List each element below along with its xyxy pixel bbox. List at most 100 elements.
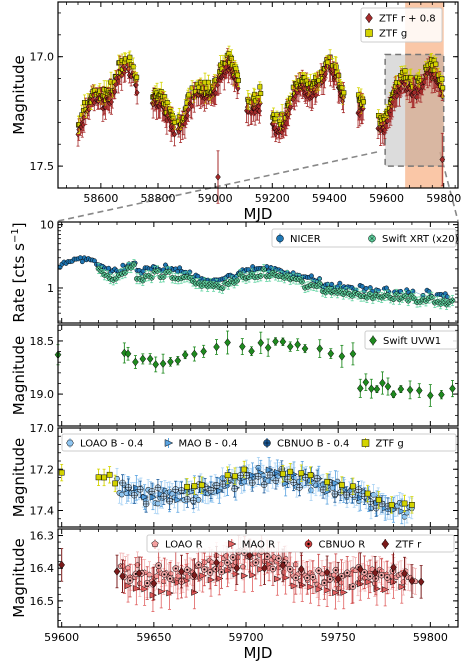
data-point-uvw1 bbox=[415, 386, 423, 395]
data-point-ztf-g bbox=[388, 502, 395, 508]
data-point-ztf-r bbox=[191, 570, 198, 580]
data-point-ztf-r bbox=[135, 569, 143, 578]
data-point-ztf-g bbox=[58, 469, 65, 476]
data-point-uvw1 bbox=[390, 389, 397, 399]
legend-marker bbox=[151, 540, 159, 548]
data-point-mao-r bbox=[381, 586, 390, 593]
data-point-ztf-g bbox=[298, 470, 305, 477]
data-point-ztf-g bbox=[325, 59, 331, 65]
data-point-ztf-r bbox=[122, 65, 128, 73]
data-point-ztf-g bbox=[280, 470, 286, 477]
data-point-mao-r bbox=[315, 585, 324, 593]
data-point-mao-r bbox=[157, 588, 166, 595]
data-point-uvw1 bbox=[272, 337, 279, 346]
data-point-ztf-r bbox=[279, 561, 287, 570]
data-point-ztf-g bbox=[106, 471, 113, 478]
data-point-mao-r bbox=[290, 582, 299, 590]
data-point-nicer bbox=[120, 262, 126, 268]
data-point-ztf-g bbox=[333, 64, 339, 70]
data-point-ztf-r bbox=[246, 551, 254, 560]
data-point-uvw1 bbox=[124, 349, 132, 359]
data-point-uvw1 bbox=[279, 337, 287, 347]
data-point-uvw1 bbox=[438, 390, 445, 399]
x-tick-label: 59000 bbox=[198, 192, 233, 205]
legend-blue: LOAO B - 0.4 MAO B - 0.4 CBNUO B - 0.4 ZTF … bbox=[61, 433, 457, 452]
data-point-uvw1 bbox=[213, 342, 220, 352]
data-point-uvw1 bbox=[449, 384, 456, 393]
data-point-uvw1 bbox=[152, 360, 160, 369]
x-tick-label: 59800 bbox=[426, 192, 461, 205]
legend-marker bbox=[276, 234, 284, 243]
data-point-uvw1 bbox=[181, 350, 189, 360]
data-point-nicer bbox=[106, 265, 112, 271]
data-point-ztf-g bbox=[361, 99, 367, 105]
legend-label: ZTF r + 0.8 bbox=[379, 14, 436, 25]
data-point-uvw1 bbox=[301, 344, 309, 353]
legend-uvw1: Swift UVW1 bbox=[364, 330, 458, 350]
axes-red: 16.3 16.4 16.5 59600 59650 59700 59750 59800 MJD bbox=[30, 528, 459, 662]
legend-label: LOAO R bbox=[165, 540, 203, 551]
data-point-ztf-r bbox=[334, 574, 342, 583]
data-point-loao-r bbox=[160, 578, 167, 584]
legend-label: ZTF g bbox=[376, 439, 404, 450]
data-point-ztf-g bbox=[327, 54, 333, 60]
y-tick-label: 17.0 bbox=[30, 422, 55, 435]
data-point-uvw1 bbox=[239, 342, 246, 351]
legend-marker bbox=[164, 439, 174, 447]
x-tick-label: 59800 bbox=[413, 631, 448, 644]
data-point-mao-b bbox=[390, 506, 398, 514]
data-point-ztf-g bbox=[287, 468, 294, 475]
data-point-uvw1 bbox=[356, 384, 364, 393]
data-point-uvw1 bbox=[167, 357, 174, 367]
data-point-ztf-g bbox=[364, 490, 371, 497]
y-tick-label: 19.0 bbox=[30, 388, 55, 401]
data-point-ztf-r bbox=[257, 99, 263, 107]
plot-frame bbox=[57, 528, 459, 628]
y-tick-label: 17.4 bbox=[30, 505, 55, 518]
data-point-mao-r bbox=[332, 589, 340, 597]
legend-marker bbox=[369, 335, 377, 346]
data-point-mao-r bbox=[207, 576, 216, 584]
x-axis-label: MJD bbox=[244, 205, 273, 223]
legend-marker bbox=[365, 29, 373, 37]
data-point-uvw1 bbox=[257, 338, 265, 348]
legend-label: MAO R bbox=[242, 540, 275, 551]
data-point-ztf-g bbox=[307, 472, 314, 478]
data-point-mao-r bbox=[365, 578, 373, 586]
data-point-ztf-g bbox=[95, 474, 102, 481]
data-point-uvw1 bbox=[264, 343, 272, 352]
data-point-nicer bbox=[309, 273, 314, 279]
data-point-mao-b bbox=[398, 507, 406, 515]
data-point-ztf-g bbox=[127, 54, 133, 60]
data-point-ztf-g bbox=[324, 479, 330, 485]
data-point-ztf-r bbox=[261, 563, 268, 573]
legend-label: Swift XRT (x20) bbox=[382, 234, 459, 245]
data-point-loao-r bbox=[168, 570, 174, 577]
panel-red bbox=[58, 534, 425, 612]
x-tick-label: 59400 bbox=[312, 192, 347, 205]
data-point-uvw1 bbox=[286, 342, 294, 351]
plot-frame bbox=[57, 427, 459, 528]
legend-marker bbox=[381, 539, 390, 549]
data-point-mao-r bbox=[174, 579, 183, 586]
data-point-ztf-r bbox=[356, 564, 364, 574]
data-point-ztf-r bbox=[371, 568, 379, 578]
data-point-ztf-g bbox=[402, 68, 408, 74]
data-point-uvw1 bbox=[379, 378, 386, 388]
legend-label: LOAO B - 0.4 bbox=[80, 439, 143, 450]
data-point-nicer bbox=[92, 258, 97, 264]
axes-blue: 17.0 17.2 17.4 bbox=[30, 422, 459, 528]
data-point-uvw1 bbox=[316, 344, 324, 353]
data-point-uvw1 bbox=[146, 354, 154, 364]
legend-marker bbox=[66, 439, 74, 447]
data-point-ztf-g bbox=[339, 482, 345, 488]
y-tick-label: 17.2 bbox=[30, 463, 55, 476]
x-tick-label: 59750 bbox=[321, 631, 356, 644]
data-point-ztf-g bbox=[336, 73, 342, 79]
data-point-ztf-r bbox=[112, 88, 118, 96]
data-point-mao-r bbox=[199, 572, 207, 580]
data-point-ztf-g bbox=[235, 72, 241, 78]
data-point-ztf-g bbox=[162, 94, 168, 100]
outlier-point bbox=[439, 155, 446, 164]
